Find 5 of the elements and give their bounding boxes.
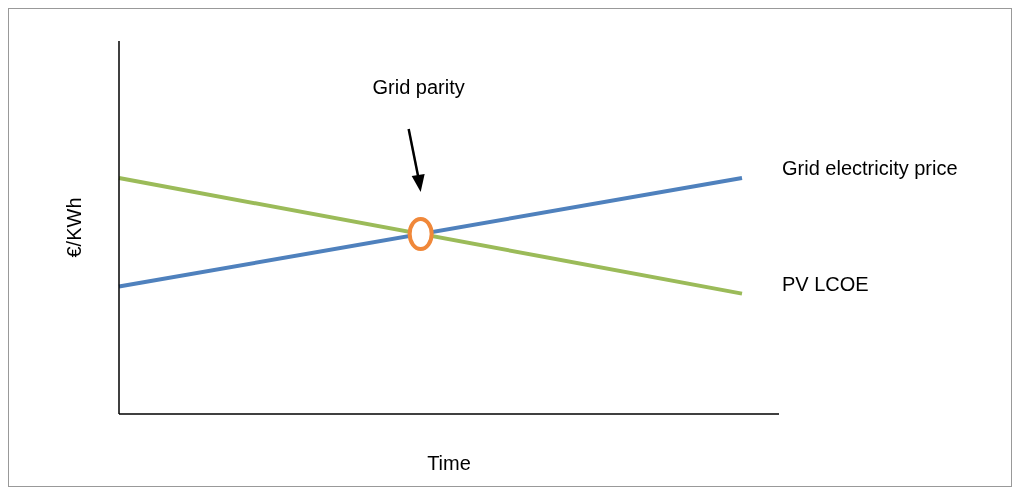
x-axis-title: Time [427, 452, 471, 474]
text: Grid electricity price [782, 157, 958, 180]
text: Grid parity [372, 75, 465, 98]
text: PV LCOE [782, 272, 869, 295]
y-axis-title: €/KWh [63, 197, 86, 258]
